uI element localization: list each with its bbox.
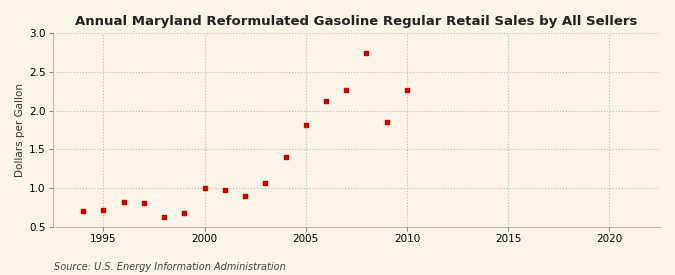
Point: [321, 98, 331, 103]
Point: [219, 188, 230, 192]
Point: [138, 200, 149, 205]
Y-axis label: Dollars per Gallon: Dollars per Gallon: [15, 83, 25, 177]
Point: [280, 155, 291, 159]
Point: [199, 186, 210, 190]
Point: [300, 122, 311, 127]
Point: [159, 215, 169, 219]
Point: [78, 209, 88, 213]
Point: [98, 208, 109, 213]
Title: Annual Maryland Reformulated Gasoline Regular Retail Sales by All Sellers: Annual Maryland Reformulated Gasoline Re…: [75, 15, 638, 28]
Point: [381, 120, 392, 124]
Point: [361, 50, 372, 55]
Point: [341, 87, 352, 92]
Text: Source: U.S. Energy Information Administration: Source: U.S. Energy Information Administ…: [54, 262, 286, 272]
Point: [118, 200, 129, 204]
Point: [260, 180, 271, 185]
Point: [402, 87, 412, 92]
Point: [179, 211, 190, 216]
Point: [240, 193, 250, 198]
